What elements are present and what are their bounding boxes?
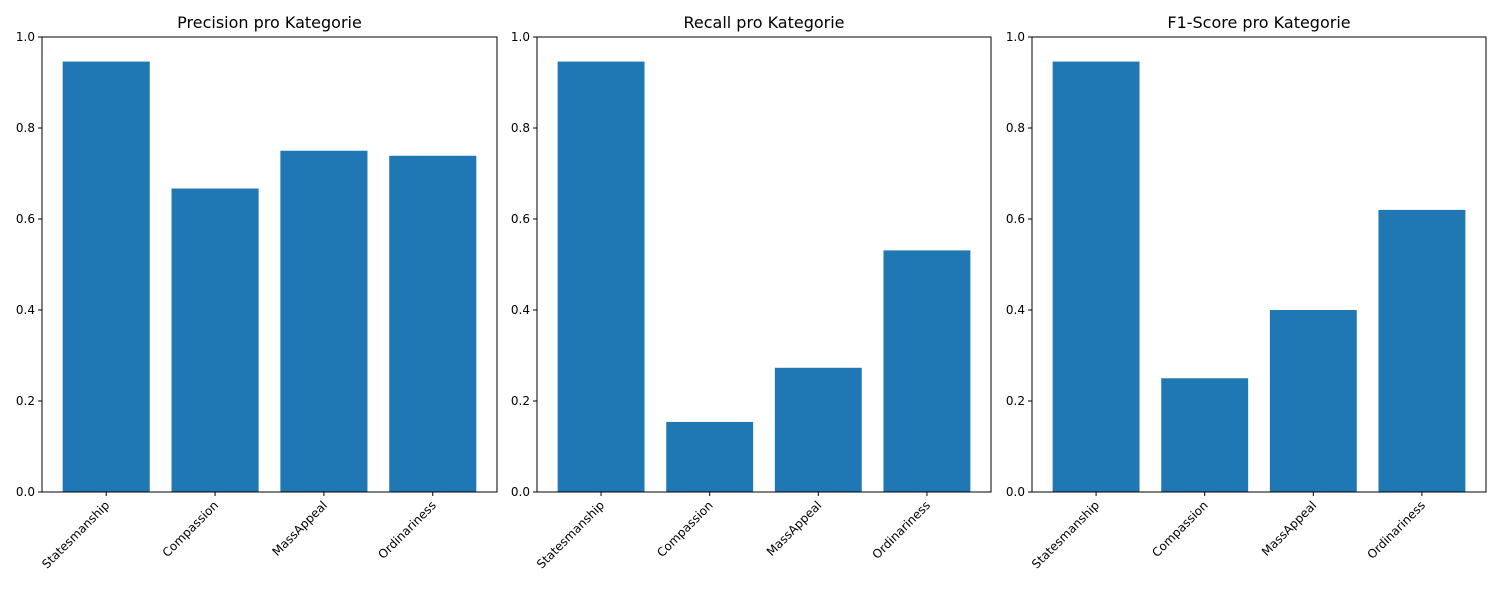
x-tick-label: Ordinariness — [870, 498, 934, 562]
bar-ordinariness — [883, 250, 971, 492]
bar-massappeal — [280, 150, 368, 492]
axes-frame — [1031, 36, 1487, 493]
y-tick-label: 0.8 — [511, 121, 530, 135]
x-tick-label: Compassion — [1149, 498, 1211, 560]
chart-title: Recall pro Kategorie — [683, 13, 844, 32]
x-tick-label: Compassion — [160, 498, 222, 560]
y-tick-label: 0.6 — [16, 212, 35, 226]
bar-statesmanship — [62, 61, 150, 492]
y-tick-label: 0.8 — [1006, 121, 1025, 135]
y-tick-label: 0.6 — [1006, 212, 1025, 226]
bar-ordinariness — [1378, 209, 1466, 492]
bar-statesmanship — [1052, 61, 1140, 492]
y-tick-label: 0.2 — [16, 394, 35, 408]
x-tick-label: MassAppeal — [1259, 498, 1320, 559]
y-tick-label: 0.0 — [1006, 485, 1025, 499]
x-tick-label: MassAppeal — [764, 498, 825, 559]
x-tick-label: Ordinariness — [375, 498, 439, 562]
chart-panel-2: 0.0 0.2 0.4 0.6 0.8 1.0 Statesmanship Compassio… — [511, 13, 992, 571]
axes-frame — [536, 36, 992, 493]
bar-massappeal — [1269, 310, 1357, 492]
x-tick-label: Statesmanship — [1029, 498, 1102, 571]
y-tick-label: 0.0 — [511, 485, 530, 499]
x-tick-label: Ordinariness — [1365, 498, 1429, 562]
x-tick-label: Statesmanship — [534, 498, 607, 571]
y-tick-label: 0.2 — [511, 394, 530, 408]
bar-compassion — [1161, 378, 1249, 492]
chart-title: Precision pro Kategorie — [177, 13, 362, 32]
y-tick-label: 1.0 — [1006, 30, 1025, 44]
y-tick-label: 0.4 — [1006, 303, 1025, 317]
chart-panel-3: 0.0 0.2 0.4 0.6 0.8 1.0 Statesmanship Compassio… — [1006, 13, 1487, 571]
y-tick-label: 1.0 — [511, 30, 530, 44]
bar-massappeal — [774, 367, 862, 492]
x-tick-label: Statesmanship — [39, 498, 112, 571]
y-tick-label: 1.0 — [16, 30, 35, 44]
x-tick-label: Compassion — [654, 498, 716, 560]
y-tick-label: 0.0 — [16, 485, 35, 499]
chart-title: F1-Score pro Kategorie — [1167, 13, 1350, 32]
y-tick-label: 0.8 — [16, 121, 35, 135]
x-tick-label: MassAppeal — [269, 498, 330, 559]
y-tick-label: 0.6 — [511, 212, 530, 226]
y-tick-label: 0.4 — [16, 303, 35, 317]
bar-compassion — [666, 421, 754, 492]
chart-panel-1: 0.0 0.2 0.4 0.6 0.8 1.0 Statesmanship Compassio… — [16, 13, 498, 571]
y-tick-label: 0.2 — [1006, 394, 1025, 408]
y-tick-label: 0.4 — [511, 303, 530, 317]
axes-frame — [41, 36, 498, 493]
bar-compassion — [171, 188, 259, 492]
bar-ordinariness — [389, 155, 477, 492]
bar-statesmanship — [557, 61, 645, 492]
